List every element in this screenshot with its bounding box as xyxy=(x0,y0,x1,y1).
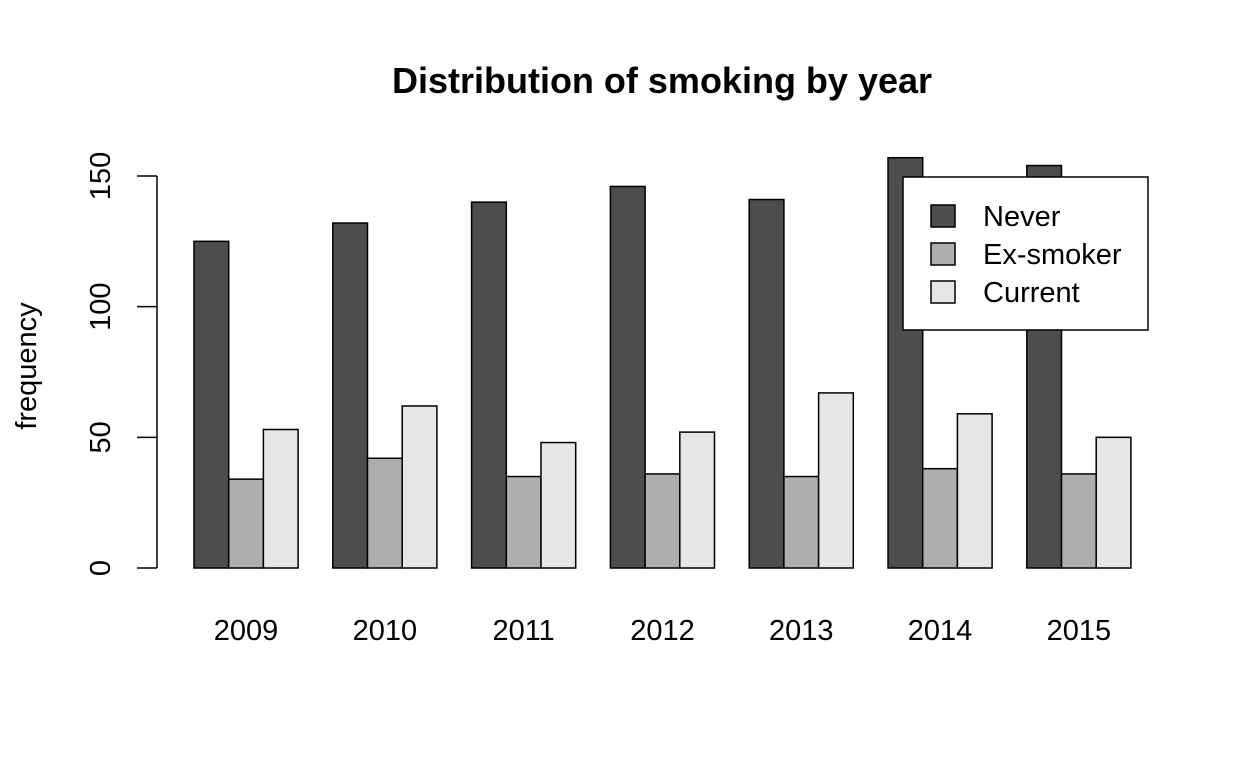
bar-current-2015 xyxy=(1095,436,1132,569)
bar-ex-smoker-2011 xyxy=(505,475,542,569)
y-tick-label: 150 xyxy=(85,152,117,200)
bar-current-2010 xyxy=(401,405,438,569)
bar-never-2010 xyxy=(332,222,369,569)
y-tick-label: 50 xyxy=(85,421,117,453)
y-axis-label: frequency xyxy=(11,302,43,430)
y-tick-label: 100 xyxy=(85,282,117,330)
bar-never-2012 xyxy=(609,185,646,569)
bar-ex-smoker-2010 xyxy=(366,457,403,569)
bar-never-2011 xyxy=(470,201,508,569)
bar-current-2014 xyxy=(956,413,993,569)
x-tick-label: 2012 xyxy=(630,615,695,647)
bar-current-2011 xyxy=(540,441,577,569)
legend: Never Ex-smoker Current xyxy=(902,176,1149,331)
bar-ex-smoker-2012 xyxy=(644,473,681,569)
bar-current-2009 xyxy=(262,428,299,569)
bar-ex-smoker-2013 xyxy=(783,475,820,569)
x-tick-label: 2009 xyxy=(214,615,279,647)
bar-ex-smoker-2014 xyxy=(921,467,959,569)
legend-label: Ex-smoker xyxy=(983,239,1122,271)
legend-label: Never xyxy=(983,201,1061,233)
bar-current-2012 xyxy=(679,431,716,569)
bar-current-2013 xyxy=(817,392,855,569)
x-axis-tick-labels: 2009 2010 2011 2012 2013 2014 2015 xyxy=(214,615,1111,647)
legend-swatch xyxy=(930,242,956,266)
bar-ex-smoker-2009 xyxy=(227,478,265,569)
x-tick-label: 2015 xyxy=(1047,615,1112,647)
bar-ex-smoker-2015 xyxy=(1060,473,1097,569)
x-tick-label: 2011 xyxy=(492,615,554,647)
legend-swatch xyxy=(930,204,956,228)
bar-never-2013 xyxy=(748,198,785,569)
y-axis: 0 50 100 150 xyxy=(85,152,158,576)
chart-title: Distribution of smoking by year xyxy=(392,60,932,101)
y-tick-label: 0 xyxy=(85,560,117,576)
x-tick-label: 2013 xyxy=(769,615,834,647)
x-tick-label: 2010 xyxy=(353,615,418,647)
legend-swatch xyxy=(930,280,956,304)
x-tick-label: 2014 xyxy=(908,615,973,647)
legend-label: Current xyxy=(983,277,1080,309)
bar-never-2009 xyxy=(193,240,230,569)
